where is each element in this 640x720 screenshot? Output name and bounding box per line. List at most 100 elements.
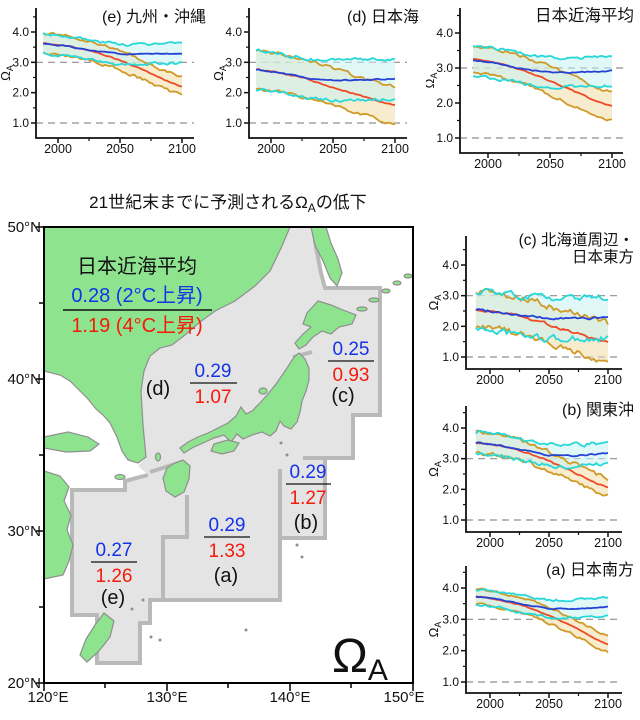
region-letter-b: (b)	[294, 512, 318, 534]
y-tick-label: 3.0	[442, 452, 459, 466]
region-b-2c: 0.29	[290, 462, 327, 483]
land-tsushima-island	[154, 452, 162, 462]
axes: 4.0 3.0 2.0 1.0 2000 2050 2100	[12, 8, 196, 156]
y-tick-label: 4.0	[442, 258, 459, 272]
region-label-c: 0.25 0.93 (c)	[328, 339, 374, 407]
chart-kinkai-average: 4.0 3.0 2.0 1.0 2000 2050 2100 ΩA 日本近海平均	[422, 0, 640, 180]
y-axis-label: ΩA	[426, 73, 439, 89]
lat-label-20n: 20°N	[7, 675, 41, 692]
y-tick-label: 3.0	[225, 55, 242, 69]
lon-ticks	[43, 683, 414, 691]
band-4c-lower	[475, 324, 609, 363]
chart-canvas-e: 4.0 3.0 2.0 1.0 2000 2050 2100 ΩA (e) 九州・沖縄	[0, 8, 206, 156]
chart-title: (a) 日本南方	[546, 561, 634, 579]
y-tick-label: 1.0	[12, 116, 29, 130]
region-c-4c: 0.93	[333, 365, 370, 386]
region-d-2c: 0.29	[195, 361, 232, 382]
chart-title: (b) 関東沖	[562, 401, 634, 419]
band-4c-lower	[255, 87, 396, 126]
band-2c-upper	[473, 44, 613, 61]
land-honshu	[179, 352, 310, 454]
reference-lines	[466, 618, 622, 683]
y-tick-label: 1.0	[436, 131, 453, 145]
x-tick-label: 2000	[44, 142, 72, 156]
region-a-2c: 0.29	[209, 515, 246, 536]
lat-label-40n: 40°N	[7, 371, 41, 388]
y-tick-label: 4.0	[442, 421, 459, 435]
band-2c-lower	[42, 51, 183, 67]
x-tick-label: 2000	[474, 157, 502, 171]
chart-canvas-avg: 4.0 3.0 2.0 1.0 2000 2050 2100 ΩA 日本近海平均	[422, 6, 634, 171]
x-tick-label: 2050	[535, 697, 563, 711]
lon-label-150e: 150°E	[383, 689, 424, 706]
band-2c-upper	[475, 429, 609, 448]
chart-kanto-oki: 4.0 3.0 2.0 1.0 2000 2050 2100 ΩA (b) 関東沖	[426, 398, 640, 555]
y-tick-label: 4.0	[225, 25, 242, 39]
map-panel: 21世紀末までに予測されるΩAの低下	[0, 185, 426, 720]
x-tick-label: 2050	[535, 536, 563, 550]
land-continent	[43, 226, 291, 464]
y-tick-label: 2.0	[12, 86, 29, 100]
x-tick-label: 2000	[257, 142, 285, 156]
x-tick-label: 2000	[476, 373, 504, 387]
region-label-e: 0.27 1.26 (e)	[91, 540, 137, 609]
mean-2c-line	[475, 441, 609, 458]
region-e-4c: 1.26	[96, 566, 133, 587]
y-tick-label: 4.0	[442, 581, 459, 595]
map-title: 21世紀末までに予測されるΩAの低下	[89, 193, 367, 215]
lat-label-50n: 50°N	[7, 219, 41, 236]
y-tick-label: 3.0	[12, 55, 29, 69]
band-4c-lower	[475, 602, 609, 654]
land-sado-island	[258, 387, 268, 395]
y-tick-label: 2.0	[225, 86, 242, 100]
y-tick-label: 3.0	[442, 612, 459, 626]
region-label-b: 0.29 1.27 (b)	[286, 462, 331, 534]
chart-title: 日本近海平均	[535, 6, 634, 25]
x-tick-label: 2050	[536, 157, 564, 171]
region-letter-d: (d)	[146, 378, 170, 400]
land-shandong	[43, 431, 101, 453]
region-letter-c: (c)	[331, 385, 354, 407]
chart-title: (d) 日本海	[347, 8, 419, 26]
band-2c-upper	[475, 588, 608, 603]
land-hokkaido	[294, 300, 357, 350]
region-label-d: (d) 0.29 1.07	[146, 361, 237, 408]
y-tick-label: 1.0	[225, 116, 242, 130]
legend-heading: 日本近海平均	[77, 255, 197, 278]
lat-ticks	[36, 226, 44, 684]
chart-title: 日本東方	[572, 248, 634, 266]
band-2c-lower	[475, 603, 609, 620]
y-axis-label: ΩA	[0, 65, 15, 81]
x-tick-label: 2000	[476, 536, 504, 550]
mean-2c-line	[473, 59, 613, 75]
kuril-islands	[356, 273, 413, 312]
chart-canvas-d: 4.0 3.0 2.0 1.0 2000 2050 2100 ΩA (d) 日本海	[211, 8, 419, 156]
region-label-a: 0.29 1.33 (a)	[204, 515, 250, 587]
lon-label-120e: 120°E	[27, 689, 68, 706]
mean-2c-line	[42, 42, 182, 56]
x-tick-label: 2000	[476, 697, 504, 711]
y-axis-label: ΩA	[213, 65, 228, 81]
band-4c-lower	[42, 52, 183, 96]
y-axis-label: ΩA	[426, 295, 443, 311]
axes: 4.0 3.0 2.0 1.0 2000 2050 2100	[225, 8, 409, 156]
chart-canvas-a: 4.0 3.0 2.0 1.0 2000 2050 2100 ΩA (a) 日本南方	[426, 561, 634, 711]
region-b-4c: 1.27	[290, 488, 327, 509]
chart-title: (c) 北海道周辺・	[519, 231, 634, 249]
band-2c-lower	[255, 87, 396, 103]
mean-2c-line	[255, 68, 396, 82]
chart-nihonkai: 4.0 3.0 2.0 1.0 2000 2050 2100 ΩA (d) 日本海	[211, 0, 426, 172]
chart-title: (e) 九州・沖縄	[102, 8, 206, 26]
band-4c-lower	[472, 71, 612, 122]
x-tick-label: 2100	[594, 373, 622, 387]
region-e-2c: 0.27	[96, 540, 133, 561]
mean-2c-line	[475, 308, 609, 321]
band-2c-lower	[472, 74, 613, 90]
map-canvas: 21世紀末までに予測されるΩAの低下	[7, 193, 424, 706]
y-tick-label: 4.0	[12, 25, 29, 39]
band-2c-upper	[475, 287, 609, 302]
region-dividers	[149, 350, 325, 600]
legend-2c-value: 0.28 (2°C上昇)	[71, 284, 202, 307]
land-shikoku	[210, 439, 240, 455]
